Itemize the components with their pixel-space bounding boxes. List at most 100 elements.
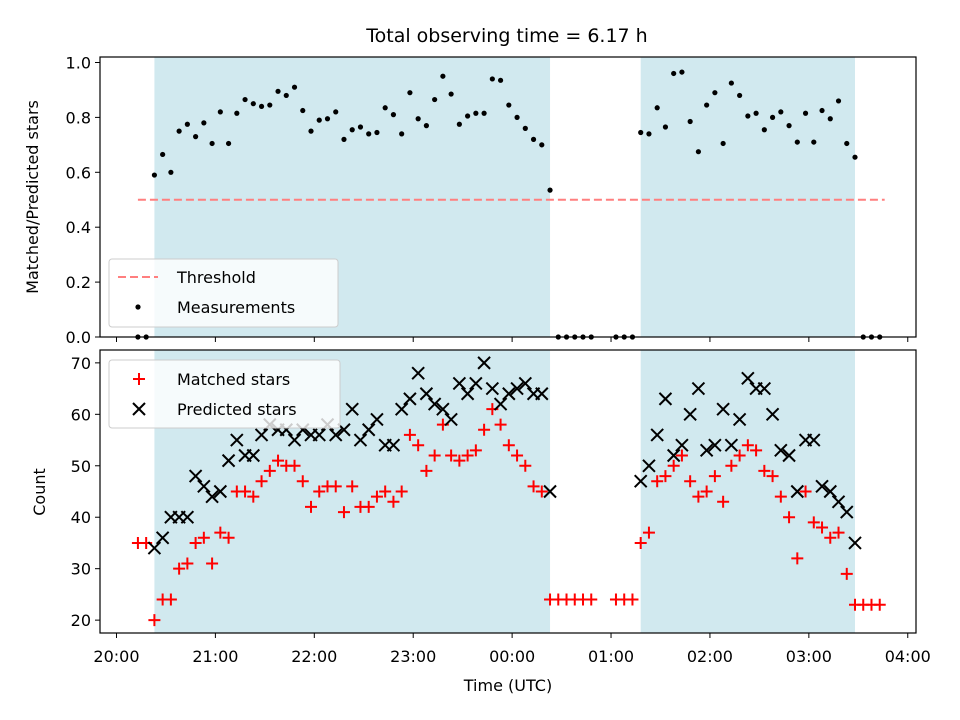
measurements-point-34	[415, 116, 421, 122]
matched-stars-point-76	[774, 490, 787, 503]
measurements-point-40	[465, 113, 471, 119]
x-tick-label-2: 22:00	[291, 647, 337, 666]
predicted-stars-point-41	[485, 381, 500, 396]
measurements-point-48	[530, 136, 537, 142]
y-tick-label-1-1: 30	[71, 560, 91, 579]
predicted-stars-point-59	[716, 402, 730, 416]
measurements-point-46	[514, 114, 520, 120]
predicted-stars-point-50	[642, 459, 656, 473]
matched-legend-swatch	[133, 373, 145, 385]
predicted-stars-point-31	[403, 392, 417, 406]
measurements-point-9	[209, 140, 215, 147]
predicted-stars-point-75	[848, 536, 862, 550]
count-legend-box	[108, 359, 341, 429]
predicted-stars-point-38	[460, 387, 475, 401]
predicted-stars-point-4	[180, 510, 195, 524]
x-tick-label-6: 02:00	[687, 647, 733, 666]
y-tick-label-0-4: 0.8	[66, 108, 91, 127]
matched-stars-point-69	[717, 495, 730, 508]
predicted-stars-point-17	[287, 433, 302, 447]
predicted-stars-point-44	[510, 381, 524, 396]
matched-stars-point-73	[750, 444, 763, 457]
measurements-point-42	[481, 110, 487, 116]
y-tick-label-1-2: 40	[71, 508, 91, 527]
predicted-stars-point-47	[535, 387, 549, 401]
matched-stars-point-22	[313, 485, 326, 498]
predicted-stars-point-68	[790, 484, 805, 499]
measurements-point-11	[225, 140, 232, 147]
measurements-point-43	[489, 76, 495, 82]
matched-stars-point-25	[337, 506, 350, 519]
predicted-stars-point-54	[675, 438, 689, 452]
predicted-stars-point-12	[246, 448, 261, 463]
matched-stars-point-74	[758, 464, 771, 477]
matched-stars-point-49	[535, 485, 548, 498]
predicted-stars-point-42	[493, 397, 508, 411]
ratio-legend: Threshold Measurements	[108, 258, 339, 328]
predicted-stars-point-73	[831, 495, 846, 509]
measurements-point-32	[399, 131, 405, 137]
measurements-point-85	[852, 154, 858, 160]
matched-stars-point-15	[255, 475, 268, 488]
measurements-point-82	[827, 116, 833, 122]
predicted-stars-point-37	[452, 376, 467, 391]
y-tick-label-0-2: 0.4	[66, 218, 91, 237]
matched-stars-point-61	[651, 475, 664, 488]
measurements-point-23	[324, 116, 331, 122]
ratio-plot-frame	[99, 56, 917, 338]
matched-stars-point-65	[684, 475, 697, 488]
predicted-stars-point-60	[724, 438, 739, 452]
predicted-stars-point-29	[386, 438, 401, 452]
matched-stars-point-88	[873, 598, 886, 611]
measurements-point-84	[844, 140, 850, 147]
count-y-ticks: 20 30 40 50 60 70	[71, 354, 100, 630]
matched-stars-point-11	[222, 531, 235, 544]
y-tick-label-0-0: 0.0	[66, 328, 91, 347]
matched-legend-label: Matched stars	[177, 370, 290, 389]
matched-stars-point-62	[659, 470, 672, 483]
panel-ratio: 0.0 0.2 0.4 0.6 0.8 1.0 Matched/Predicted sta…	[23, 53, 917, 347]
predicted-stars-point-48	[543, 484, 557, 499]
ratio-y-ticks: 0.0 0.2 0.4 0.6 0.8 1.0	[66, 53, 100, 347]
predicted-stars-point-58	[708, 438, 722, 452]
matched-stars-point-45	[502, 439, 515, 452]
measurements-point-29	[374, 129, 380, 136]
count-legend: Matched stars Predicted stars	[108, 359, 341, 429]
predicted-stars-point-24	[345, 402, 359, 416]
measurements-point-78	[794, 139, 800, 145]
count-points-layer	[131, 356, 886, 627]
measurements-point-15	[258, 103, 265, 110]
x-axis-label: Time (UTC)	[463, 676, 552, 695]
matched-stars-point-41	[469, 444, 482, 457]
matched-stars-point-30	[379, 485, 392, 498]
matched-stars-point-44	[494, 418, 507, 431]
matched-stars-point-71	[733, 449, 746, 462]
y-tick-label-1-0: 20	[71, 611, 91, 630]
predicted-stars-point-66	[774, 443, 788, 458]
measurements-legend-label: Measurements	[177, 298, 295, 317]
predicted-stars-point-36	[444, 412, 458, 427]
y-tick-label-1-5: 70	[71, 354, 91, 373]
x-tick-label-7: 03:00	[786, 647, 832, 666]
measurements-point-74	[761, 127, 767, 133]
measurements-point-4	[168, 169, 174, 175]
predicted-stars-point-0	[147, 541, 162, 555]
measurements-point-35	[423, 123, 429, 129]
predicted-legend-swatch	[132, 402, 146, 416]
matched-stars-point-33	[403, 428, 416, 441]
predicted-stars-point-43	[502, 387, 516, 401]
measurements-point-18	[283, 92, 289, 99]
y-tick-label-0-3: 0.6	[66, 163, 91, 182]
measurements-point-10	[217, 109, 223, 115]
matched-stars-point-59	[634, 536, 647, 549]
measurements-point-68	[712, 90, 718, 96]
measurements-point-17	[275, 88, 281, 94]
measurements-point-36	[432, 96, 438, 103]
y-tick-label-0-1: 0.2	[66, 273, 91, 292]
matched-stars-point-28	[362, 500, 375, 513]
matched-stars-point-80	[807, 516, 820, 529]
ratio-y-axis-label: Matched/Predicted stars	[23, 100, 42, 294]
y-tick-label-0-5: 1.0	[66, 53, 91, 72]
predicted-stars-point-53	[666, 448, 681, 463]
